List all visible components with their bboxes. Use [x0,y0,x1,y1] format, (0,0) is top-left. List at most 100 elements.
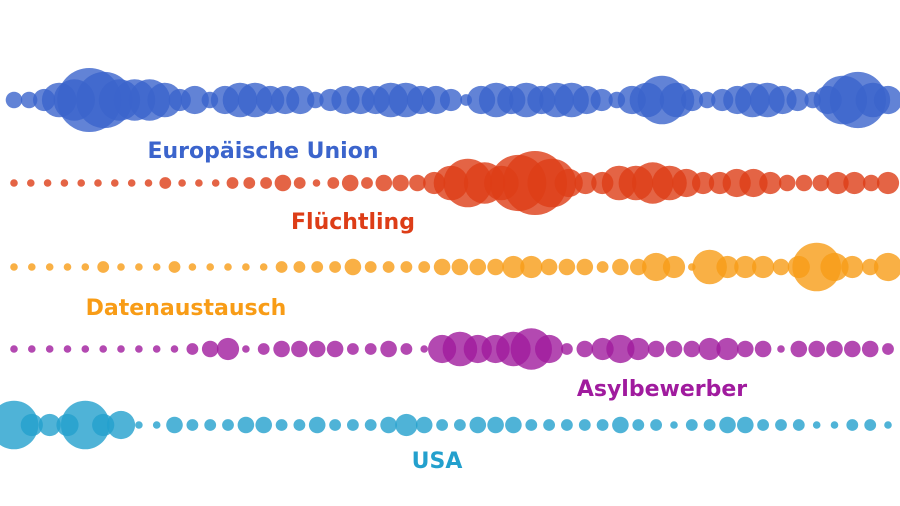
bubble-usa-18 [329,419,341,431]
series-label-europaische-union: Europäische Union [147,139,378,164]
bubble-asylbewerber-23 [420,345,429,353]
series-usa: USA [0,400,892,474]
bubble-datenaustausch-36 [642,252,671,282]
bubble-asylbewerber-37 [665,340,683,358]
bubble-usa-46 [830,421,839,429]
bubble-datenaustausch-22 [400,261,413,273]
bubble-asylbewerber-5 [99,345,107,353]
bubble-usa-21 [380,416,397,434]
bubble-datenaustausch-10 [188,263,197,271]
bubble-usa-41 [737,416,754,434]
bubble-usa-19 [347,419,359,431]
bubble-fluchtling-10 [178,179,186,187]
bubble-asylbewerber-8 [152,345,161,353]
bubble-asylbewerber-47 [844,340,861,358]
series-datenaustausch: Datenaustausch [10,242,900,321]
bubble-datenaustausch-30 [540,258,558,276]
bubble-usa-11 [204,419,217,431]
bubble-fluchtling-24 [409,174,426,192]
bubble-asylbewerber-32 [576,340,594,358]
bubble-usa-27 [487,416,504,434]
bubble-usa-24 [436,419,448,431]
bubble-datenaustausch-14 [259,263,268,271]
bubble-asylbewerber-4 [81,345,90,353]
bubble-fluchtling-15 [260,177,272,189]
bubble-datenaustausch-0 [10,263,18,271]
bubble-fluchtling-0 [10,179,18,187]
series-europaische-union: Europäische Union [5,68,900,164]
bubble-asylbewerber-35 [627,337,650,361]
bubble-datenaustausch-49 [873,252,900,282]
bubble-asylbewerber-13 [242,345,250,353]
bubble-usa-37 [670,421,678,429]
series-label-asylbewerber: Asylbewerber [577,377,747,402]
bubble-datenaustausch-2 [45,263,54,271]
bubble-fluchtling-3 [60,179,69,187]
bubble-datenaustausch-15 [275,261,288,273]
bubble-asylbewerber-12 [216,337,240,361]
bubble-fluchtling-18 [312,179,321,187]
bubble-fluchtling-49 [826,171,849,195]
bubble-fluchtling-20 [341,174,359,192]
bubble-europaische-union-39 [590,88,613,112]
bubble-datenaustausch-37 [662,255,686,279]
bubble-usa-20 [364,419,377,431]
bubble-asylbewerber-34 [606,334,635,364]
bubble-fluchtling-5 [94,179,102,187]
bubble-fluchtling-4 [77,179,85,187]
bubble-asylbewerber-0 [10,345,18,353]
bubble-asylbewerber-36 [647,340,665,358]
bubble-usa-10 [186,419,199,431]
bubble-fluchtling-34 [574,171,597,195]
bubble-fluchtling-13 [226,177,239,189]
bubble-europaische-union-45 [681,88,704,112]
bubble-usa-17 [308,416,326,434]
bubble-asylbewerber-40 [716,337,739,361]
bubble-fluchtling-1 [27,179,35,187]
bubble-datenaustausch-33 [596,261,609,273]
bubble-datenaustausch-23 [418,261,431,273]
bubble-asylbewerber-46 [826,340,843,358]
bubble-asylbewerber-21 [380,340,397,358]
bubble-usa-8 [152,421,161,429]
bubble-usa-49 [884,421,892,429]
bubble-usa-0 [0,400,39,450]
bubble-usa-7 [135,421,143,429]
bubble-fluchtling-6 [111,179,119,187]
bubble-datenaustausch-29 [520,255,543,279]
bubble-asylbewerber-3 [63,345,72,353]
bubble-fluchtling-11 [195,179,203,187]
bubble-fluchtling-14 [243,177,256,189]
bubble-fluchtling-16 [274,174,292,192]
bubble-datenaustausch-26 [469,258,487,276]
bubble-usa-31 [561,419,573,431]
bubble-datenaustausch-48 [861,258,879,276]
bubble-usa-32 [578,419,591,431]
bubble-fluchtling-33 [554,168,583,198]
bubble-usa-44 [792,419,805,431]
bubble-usa-36 [650,419,662,431]
bubble-asylbewerber-43 [777,345,785,353]
bubble-datenaustausch-13 [242,263,250,271]
bubble-fluchtling-48 [812,174,830,192]
bubble-datenaustausch-11 [206,263,214,271]
bubble-fluchtling-50 [843,171,866,195]
bubble-europaische-union-52 [786,88,809,112]
bubble-datenaustausch-47 [841,255,864,279]
bubble-usa-23 [415,416,433,434]
bubble-usa-38 [685,419,698,431]
bubble-usa-22 [395,413,418,437]
bubble-asylbewerber-38 [683,340,701,358]
bubble-asylbewerber-10 [186,343,199,355]
bubble-datenaustausch-35 [630,258,647,276]
bubble-usa-43 [775,419,787,431]
bubble-asylbewerber-1 [28,345,36,353]
bubble-fluchtling-2 [43,179,52,187]
bubble-fluchtling-40 [672,168,701,198]
bubble-asylbewerber-17 [308,340,326,358]
bubble-datenaustausch-43 [772,258,790,276]
bubble-datenaustausch-17 [311,261,324,273]
bubble-datenaustausch-3 [63,263,72,271]
bubble-datenaustausch-28 [502,255,525,279]
